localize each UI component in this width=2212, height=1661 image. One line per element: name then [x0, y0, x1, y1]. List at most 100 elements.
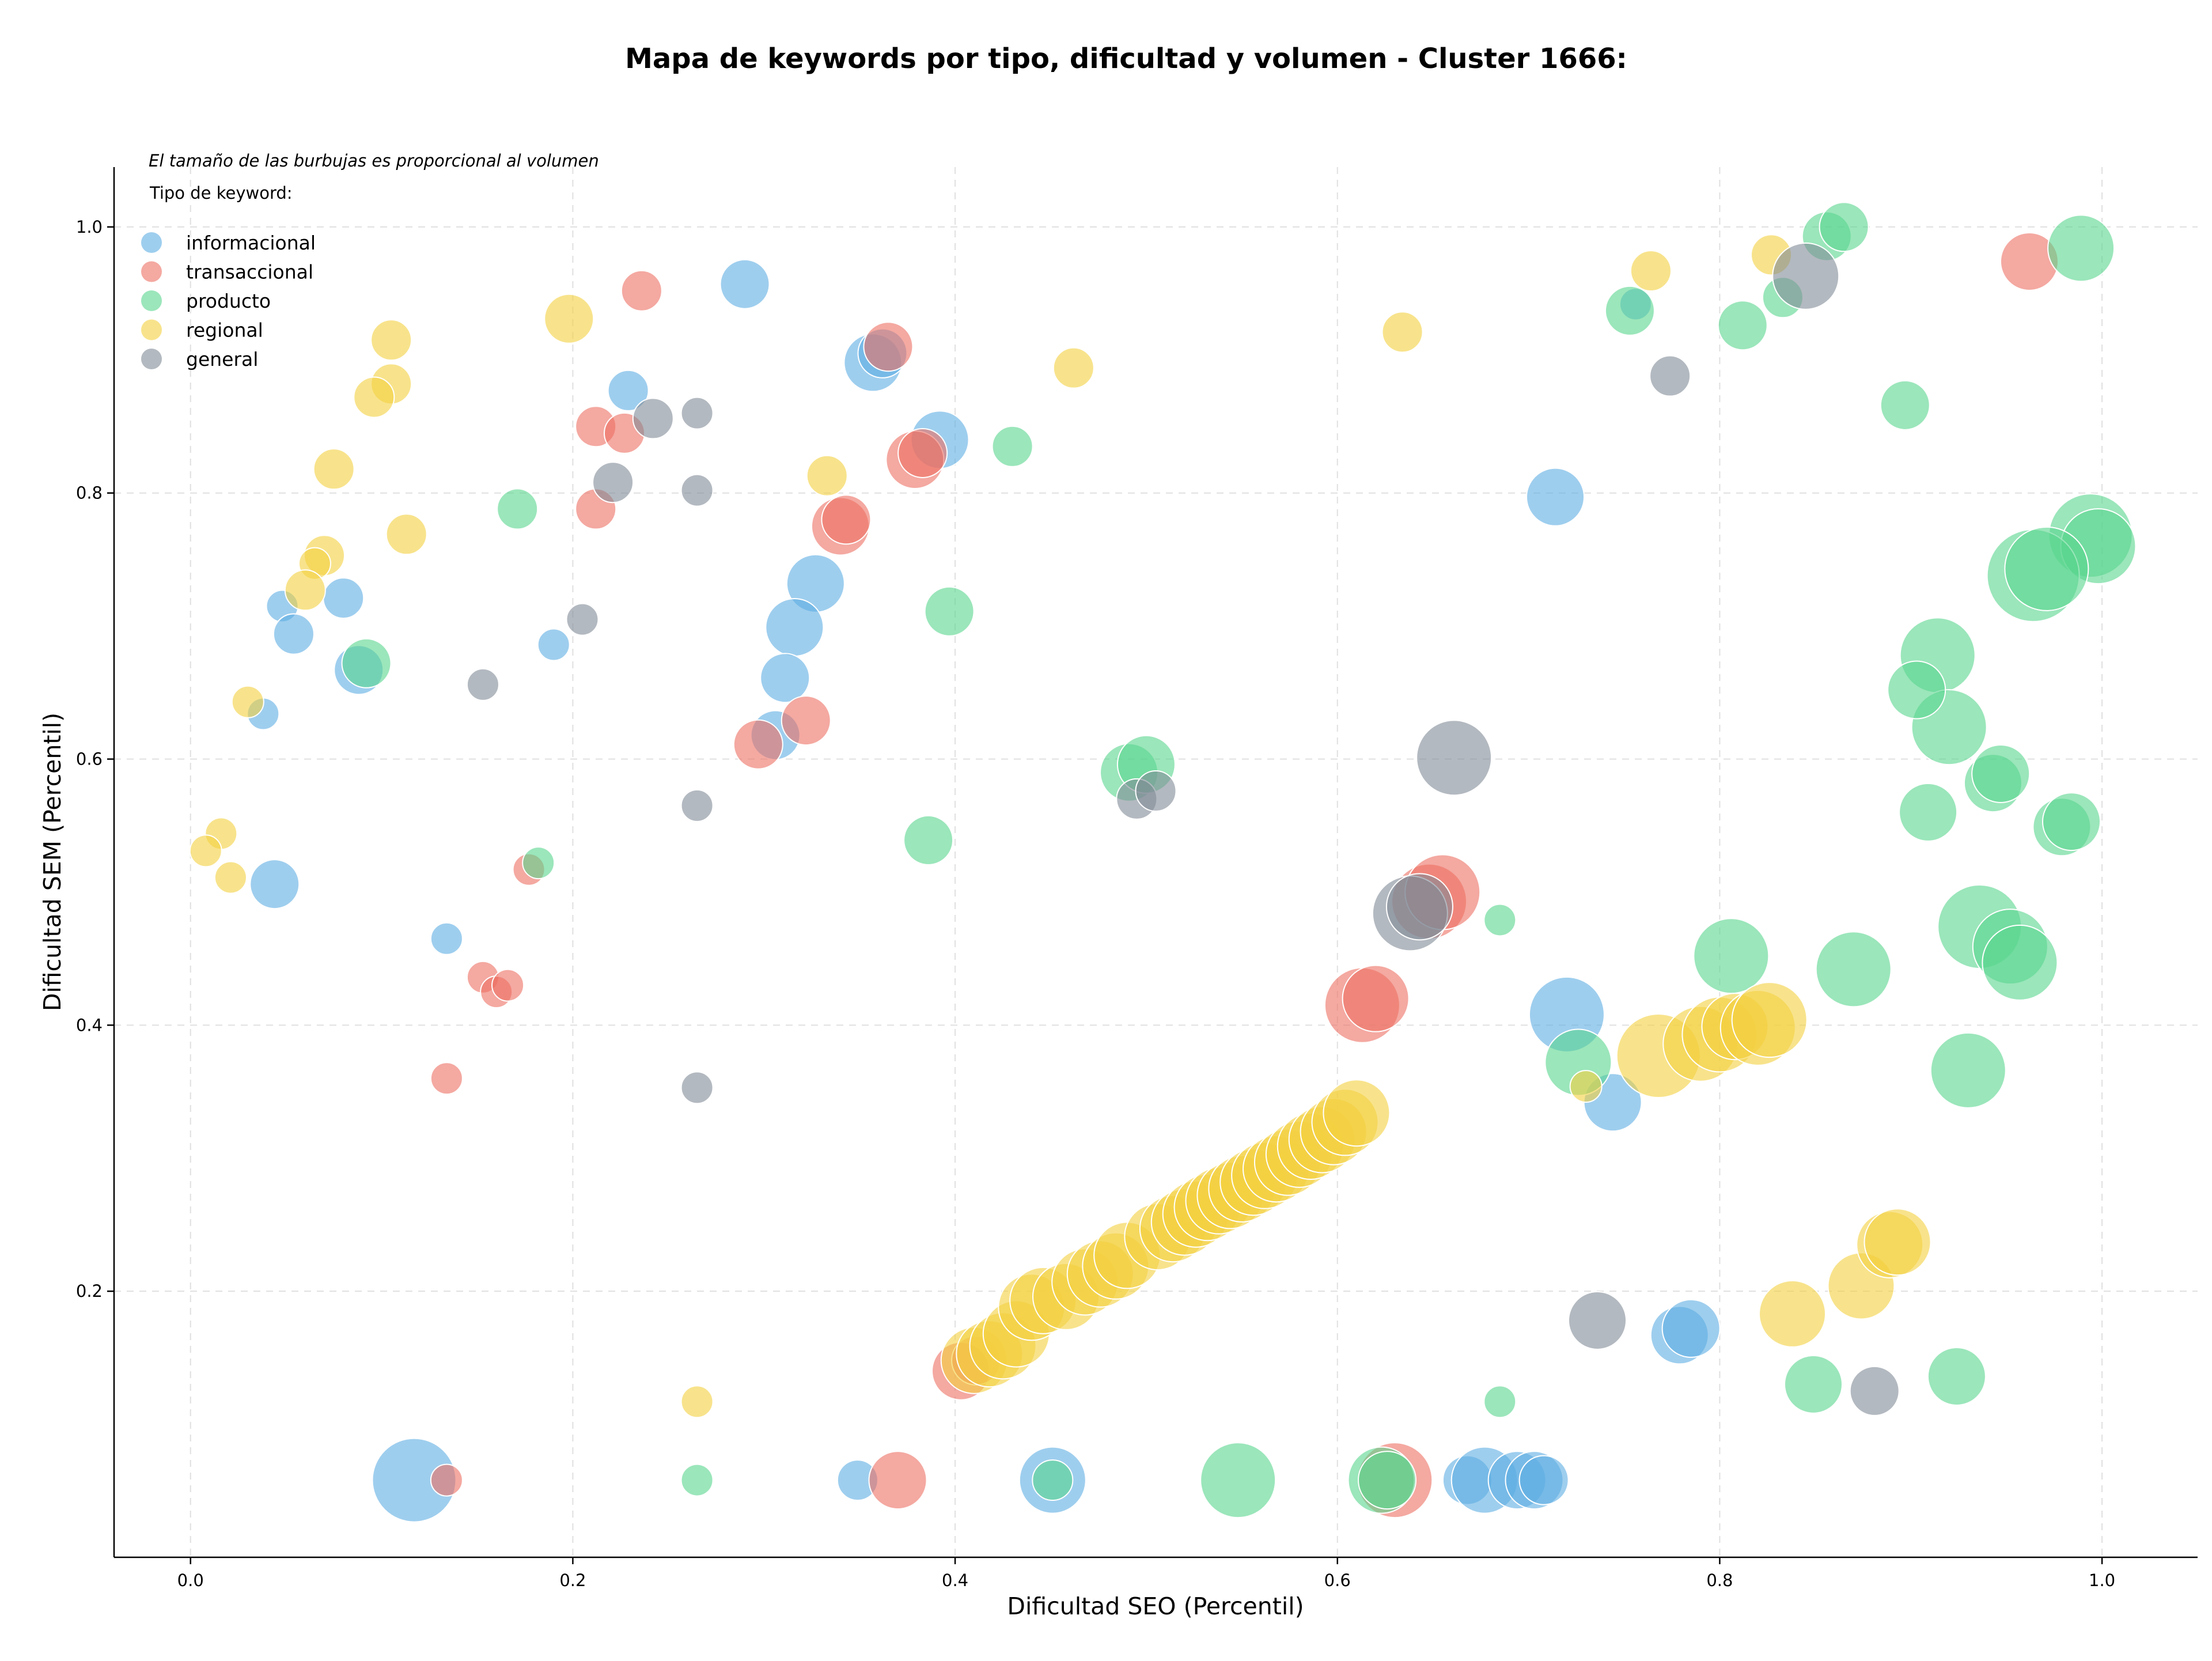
bubble-producto	[991, 425, 1033, 467]
bubble-producto	[1982, 924, 2058, 1001]
bubble-transaccional	[897, 427, 948, 478]
bubble-regional	[231, 685, 264, 718]
x-tick-label: 0.4	[942, 1571, 968, 1590]
bubble-producto	[1930, 1032, 2006, 1108]
bubble-informacional	[1526, 467, 1585, 527]
bubble-producto	[1717, 300, 1768, 351]
legend-label: transaccional	[186, 261, 313, 283]
bubble-general	[1772, 242, 1840, 310]
legend: informacional transaccional producto region…	[141, 232, 316, 370]
bubble-informacional	[430, 922, 463, 955]
bubble-regional	[806, 455, 848, 497]
bubble-producto	[1819, 202, 1869, 252]
bubble-regional	[1759, 1280, 1827, 1348]
bubble-regional	[313, 448, 355, 490]
bubble-transaccional	[1342, 964, 1410, 1032]
legend-marker	[141, 319, 162, 340]
bubble-general	[566, 603, 599, 636]
bubble-producto	[2041, 792, 2101, 852]
y-axis-label: Dificultad SEM (Percentil)	[39, 713, 66, 1011]
bubble-producto	[903, 815, 954, 865]
bubble-transaccional	[620, 270, 662, 312]
bubble-regional	[284, 569, 326, 611]
bubble-producto	[924, 586, 975, 637]
legend-label: producto	[186, 290, 271, 312]
bubble-producto	[1971, 744, 2031, 803]
x-tick-label: 0.6	[1324, 1571, 1351, 1590]
bubble-general	[680, 474, 714, 507]
y-tick-label: 0.4	[76, 1015, 103, 1035]
bubble-general	[680, 1071, 714, 1104]
series-regional	[189, 234, 1931, 1418]
bubble-informacional	[1661, 1299, 1721, 1358]
bubble-informacional	[1518, 1455, 1569, 1505]
x-tick-label: 0.2	[559, 1571, 586, 1590]
bubble-transaccional	[430, 1062, 463, 1095]
bubble-transaccional	[863, 321, 914, 372]
bubble-producto	[1887, 660, 1946, 720]
bubble-regional	[680, 1385, 714, 1418]
bubble-general	[680, 789, 714, 822]
x-tick-label: 0.0	[177, 1571, 204, 1590]
bubble-producto	[341, 638, 392, 688]
bubble-regional	[370, 319, 412, 361]
bubble-producto	[497, 488, 539, 530]
bubble-regional	[1052, 347, 1094, 389]
bubble-regional	[189, 834, 222, 868]
legend-item-regional: regional	[141, 319, 263, 342]
legend-item-transaccional: transaccional	[141, 261, 313, 283]
bubble-producto	[1815, 931, 1892, 1008]
bubble-producto	[1032, 1459, 1074, 1501]
grid-lines	[114, 167, 2198, 1557]
series-informacional	[247, 259, 1721, 1523]
legend-item-producto: producto	[141, 290, 271, 312]
bubble-producto	[1784, 1354, 1843, 1414]
bubble-producto	[1927, 1346, 1986, 1406]
bubble-producto	[2047, 214, 2115, 282]
bubbles	[189, 202, 2137, 1523]
x-ticks: 0.0 0.2 0.4 0.6 0.8 1.0	[177, 1557, 2115, 1590]
bubble-general	[466, 668, 499, 701]
series-general	[466, 242, 1900, 1416]
bubble-size-note: El tamaño de las burbujas es proporciona…	[149, 151, 599, 171]
bubble-regional	[1323, 1079, 1391, 1147]
bubble-general	[1649, 355, 1691, 397]
bubble-general	[1416, 720, 1493, 796]
bubble-general	[1385, 873, 1453, 941]
y-tick-label: 0.6	[76, 750, 103, 769]
bubble-producto	[1200, 1442, 1277, 1519]
bubble-transaccional	[868, 1451, 927, 1510]
bubble-informacional	[323, 577, 365, 619]
bubble-general	[680, 396, 714, 430]
bubble-transaccional	[430, 1463, 463, 1497]
legend-label: informacional	[186, 232, 316, 254]
bubble-producto	[1693, 918, 1770, 994]
bubble-general	[1849, 1365, 1900, 1416]
x-axis-label: Dificultad SEO (Percentil)	[1007, 1592, 1304, 1620]
bubble-informacional	[719, 259, 770, 309]
x-tick-label: 1.0	[2089, 1571, 2115, 1590]
chart-title: Mapa de keywords por tipo, dificultad y …	[625, 43, 1627, 75]
x-tick-label: 0.8	[1706, 1571, 1733, 1590]
bubble-regional	[1731, 982, 1808, 1058]
bubble-producto	[1483, 903, 1517, 937]
legend-marker	[141, 232, 162, 253]
legend-item-informacional: informacional	[141, 232, 316, 254]
bubble-regional	[214, 861, 247, 894]
bubble-regional	[353, 376, 395, 418]
legend-label: regional	[186, 319, 263, 342]
legend-title: Tipo de keyword:	[149, 183, 293, 203]
bubble-informacional	[760, 653, 810, 703]
bubble-producto	[1604, 285, 1655, 336]
legend-marker	[141, 261, 162, 282]
bubble-regional	[544, 293, 594, 344]
bubble-informacional	[765, 597, 824, 657]
legend-label: general	[186, 348, 258, 370]
legend-marker	[141, 290, 162, 311]
bubble-general	[592, 461, 634, 504]
bubble-transaccional	[733, 719, 783, 770]
legend-marker	[141, 349, 162, 369]
bubble-transaccional	[781, 695, 831, 746]
bubble-general	[1568, 1291, 1627, 1350]
